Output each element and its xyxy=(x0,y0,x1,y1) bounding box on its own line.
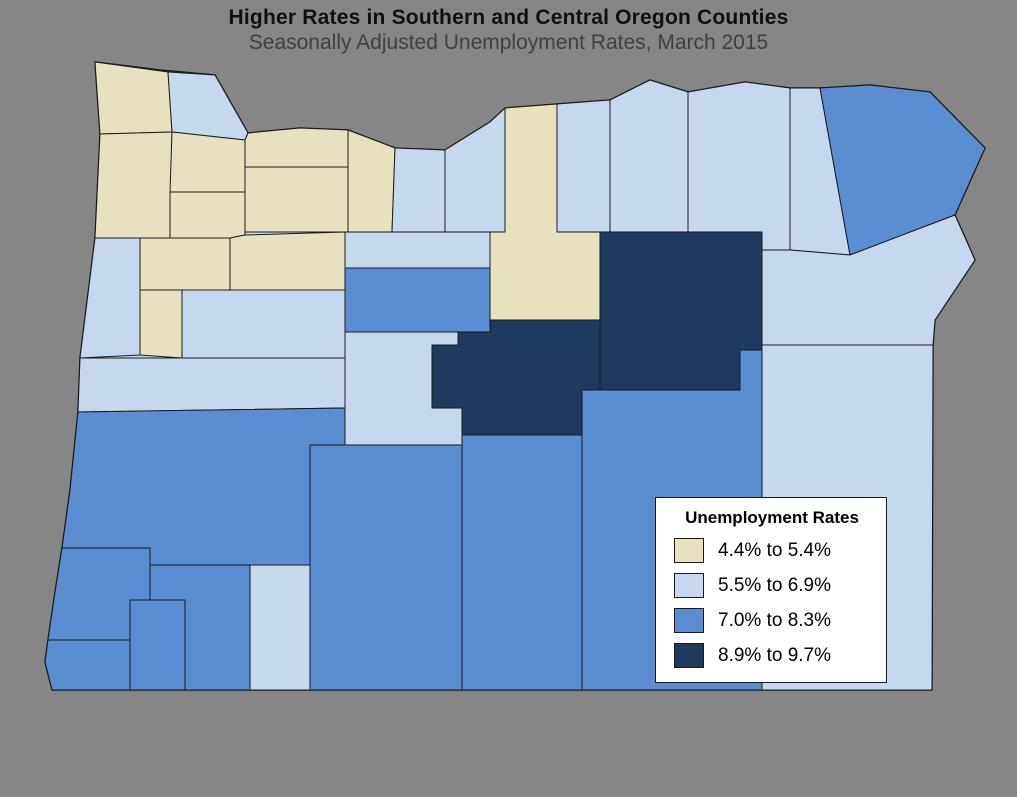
legend-row: 4.4% to 5.4% xyxy=(668,538,876,563)
county-shape xyxy=(139,289,183,359)
legend-row: 8.9% to 9.7% xyxy=(668,643,876,668)
county-shape xyxy=(344,331,463,446)
legend-label: 8.9% to 9.7% xyxy=(718,644,832,666)
map-subtitle: Seasonally Adjusted Unemployment Rates, … xyxy=(248,31,769,54)
county-shape xyxy=(167,71,249,141)
county-shape xyxy=(77,357,346,413)
legend-label: 4.4% to 5.4% xyxy=(718,539,832,561)
county-shape xyxy=(229,231,346,291)
county-shape xyxy=(181,289,346,359)
county-shape xyxy=(309,444,463,691)
county-shape xyxy=(139,237,231,291)
legend-swatch-low xyxy=(674,573,704,598)
legend-label: 7.0% to 8.3% xyxy=(718,609,832,631)
county-shape xyxy=(444,107,506,233)
legend: Unemployment Rates 4.4% to 5.4% 5.5% to … xyxy=(655,497,887,683)
county-layer xyxy=(44,61,986,691)
legend-swatch-lowest xyxy=(674,538,704,563)
county-shape xyxy=(244,127,349,168)
legend-swatch-medium xyxy=(674,608,704,633)
county-shape xyxy=(461,434,583,691)
county-shape xyxy=(609,79,689,233)
county-shape xyxy=(391,147,446,233)
legend-title: Unemployment Rates xyxy=(685,508,859,527)
county-shape xyxy=(129,599,186,691)
legend-row: 5.5% to 6.9% xyxy=(668,573,876,598)
county-shape xyxy=(169,131,246,193)
county-shape xyxy=(94,131,173,239)
legend-label: 5.5% to 6.9% xyxy=(718,574,832,596)
county-shape xyxy=(344,267,491,333)
county-shape xyxy=(61,407,346,566)
county-shape xyxy=(79,237,141,359)
county-shape xyxy=(347,129,396,233)
legend-row: 7.0% to 8.3% xyxy=(668,608,876,633)
county-shape xyxy=(249,564,311,691)
county-shape xyxy=(556,99,611,233)
county-shape xyxy=(599,231,763,391)
county-shape xyxy=(44,639,131,691)
county-shape xyxy=(94,61,173,135)
county-shape xyxy=(344,231,491,269)
county-shape xyxy=(687,81,791,251)
county-shape xyxy=(169,191,246,239)
map-title: Higher Rates in Southern and Central Ore… xyxy=(228,6,789,29)
county-shape xyxy=(244,166,349,233)
legend-swatch-highest xyxy=(674,643,704,668)
